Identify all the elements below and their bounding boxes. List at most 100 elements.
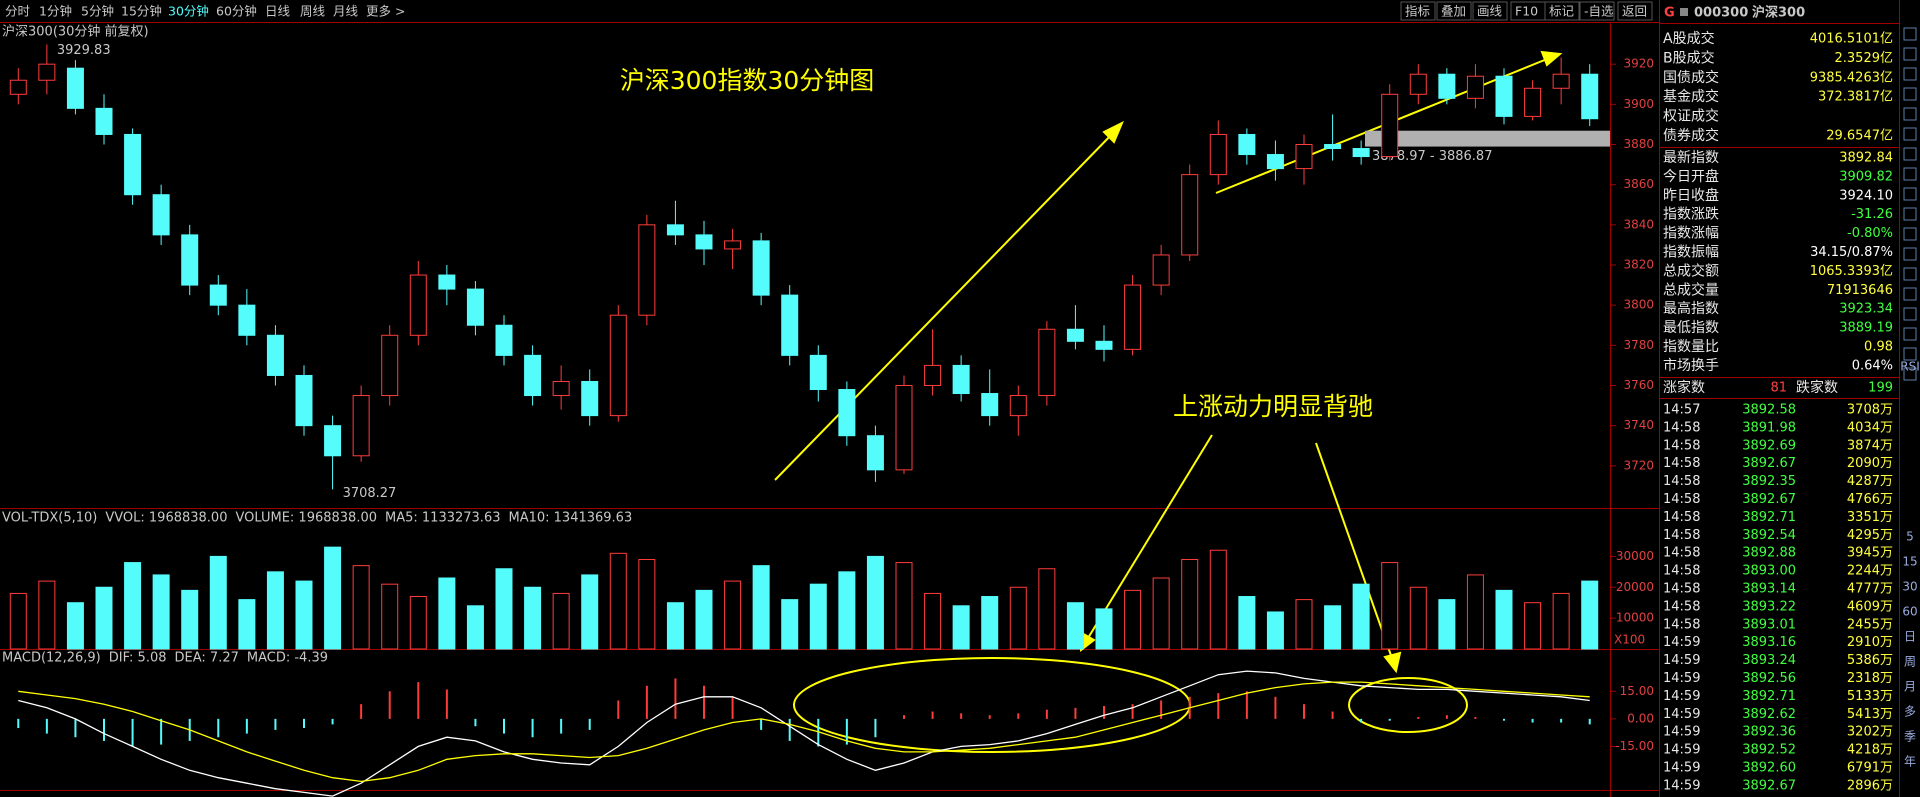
volume-bar bbox=[1038, 568, 1056, 650]
volume-bar bbox=[1552, 592, 1570, 650]
timeframe-tab[interactable]: 30分钟 bbox=[168, 4, 209, 19]
tool-icon[interactable] bbox=[1903, 27, 1917, 41]
timeframe-tab[interactable]: 分时 bbox=[5, 4, 31, 19]
period-button[interactable]: 30 bbox=[1902, 580, 1917, 594]
candle-body bbox=[838, 389, 856, 437]
tick-time: 14:59 bbox=[1663, 671, 1700, 686]
stock-code: 000300 bbox=[1694, 6, 1748, 21]
tool-icon[interactable] bbox=[1903, 247, 1917, 261]
stat-label: A股成交 bbox=[1663, 30, 1715, 47]
timeframe-tab[interactable]: 更多 > bbox=[366, 4, 405, 19]
period-button[interactable]: 5 bbox=[1906, 530, 1914, 544]
y-tick-label: 20000 bbox=[1616, 580, 1654, 594]
timeframe-tab[interactable]: 1分钟 bbox=[39, 4, 72, 19]
tool-icon[interactable] bbox=[1903, 327, 1917, 341]
tool-icon[interactable] bbox=[1903, 287, 1917, 301]
volume-bar bbox=[781, 599, 799, 650]
volume-bar bbox=[895, 562, 913, 650]
candle-body bbox=[695, 234, 713, 250]
tool-icon[interactable] bbox=[1903, 347, 1917, 361]
tool-icon[interactable] bbox=[1903, 167, 1917, 181]
toolbar-button[interactable]: 叠加 bbox=[1441, 4, 1466, 19]
tool-icon[interactable] bbox=[1903, 187, 1917, 201]
tick-time: 14:59 bbox=[1663, 707, 1700, 722]
stat-value: 0.64% bbox=[1852, 358, 1893, 373]
period-button[interactable]: 日 bbox=[1904, 630, 1916, 644]
period-button[interactable]: 季 bbox=[1904, 730, 1916, 744]
candle-body bbox=[1381, 93, 1399, 158]
volume-bar bbox=[924, 592, 942, 650]
timeframe-tab[interactable]: 15分钟 bbox=[121, 4, 162, 19]
tick-volume: 3708万 bbox=[1847, 403, 1893, 418]
stat-value: 0.98 bbox=[1864, 340, 1893, 355]
candle-body bbox=[1524, 87, 1542, 117]
candle-body bbox=[524, 354, 542, 397]
tick-price: 3892.69 bbox=[1742, 438, 1796, 453]
toolbar-button[interactable]: 标记 bbox=[1549, 4, 1575, 19]
volume-bar bbox=[666, 602, 684, 650]
volume-bar bbox=[866, 555, 884, 650]
tick-time: 14:58 bbox=[1663, 528, 1700, 543]
toolbar-button[interactable]: F10 bbox=[1515, 4, 1538, 19]
candle-body bbox=[895, 384, 913, 471]
period-button[interactable]: RSI bbox=[1900, 360, 1920, 374]
volume-bar bbox=[124, 562, 142, 650]
tool-icon[interactable] bbox=[1903, 147, 1917, 161]
timeframe-tab[interactable]: 月线 bbox=[333, 4, 359, 19]
period-button[interactable]: 15 bbox=[1902, 555, 1917, 569]
stat-label: 总成交量 bbox=[1663, 281, 1719, 298]
period-button[interactable]: 月 bbox=[1904, 680, 1916, 694]
candle-body bbox=[1466, 75, 1484, 99]
y-tick-label: 10000 bbox=[1616, 611, 1654, 625]
macd-line bbox=[18, 670, 1590, 797]
tick-time: 14:59 bbox=[1663, 635, 1700, 650]
timeframe-tab[interactable]: 日线 bbox=[265, 4, 291, 19]
period-button[interactable]: 多 bbox=[1904, 705, 1916, 719]
candle-body bbox=[1238, 133, 1256, 156]
tool-icon[interactable] bbox=[1903, 127, 1917, 141]
timeframe-tab[interactable]: 周线 bbox=[300, 4, 326, 19]
tool-icon[interactable] bbox=[1903, 47, 1917, 61]
stat-label: 基金成交 bbox=[1663, 88, 1719, 105]
tick-price: 3893.24 bbox=[1742, 653, 1796, 668]
timeframe-tab[interactable]: 60分钟 bbox=[216, 4, 257, 19]
toolbar-button[interactable]: 画线 bbox=[1477, 4, 1503, 19]
stat-label: 最低指数 bbox=[1663, 320, 1719, 336]
period-button[interactable]: 60 bbox=[1902, 605, 1917, 619]
timeframe-tab[interactable]: 5分钟 bbox=[81, 4, 114, 19]
toolbar-button[interactable]: 返回 bbox=[1622, 4, 1647, 19]
price-zone bbox=[1365, 130, 1610, 147]
tool-icon[interactable] bbox=[1903, 87, 1917, 101]
tool-icon[interactable] bbox=[1903, 267, 1917, 281]
toolbar-button[interactable]: -自选 bbox=[1584, 4, 1614, 19]
volume-bar bbox=[1238, 596, 1256, 650]
toolbar-button[interactable]: 指标 bbox=[1405, 4, 1430, 19]
tool-icon[interactable] bbox=[1903, 227, 1917, 241]
price-zone-label: 3878.97 - 3886.87 bbox=[1372, 149, 1492, 164]
candle-body bbox=[638, 224, 656, 316]
y-tick-label: 3740 bbox=[1623, 418, 1654, 432]
candle-body bbox=[724, 240, 742, 250]
volume-bar bbox=[1495, 589, 1513, 650]
volume-bar bbox=[724, 580, 742, 650]
tool-icon[interactable] bbox=[1903, 67, 1917, 81]
period-button[interactable]: 周 bbox=[1904, 655, 1916, 669]
y-tick-label: -15.00 bbox=[1615, 739, 1654, 753]
y-tick-label: 3840 bbox=[1623, 217, 1654, 231]
period-button[interactable]: 年 bbox=[1904, 755, 1916, 769]
y-tick-label: 3820 bbox=[1623, 258, 1654, 272]
tick-volume: 3874万 bbox=[1847, 438, 1893, 453]
candle-body bbox=[181, 234, 199, 286]
tick-price: 3893.14 bbox=[1742, 582, 1796, 597]
volume-bar bbox=[1124, 589, 1142, 650]
volume-bar bbox=[638, 558, 656, 650]
volume-bar bbox=[838, 571, 856, 650]
tool-icon[interactable] bbox=[1903, 107, 1917, 121]
tool-icon[interactable] bbox=[1903, 367, 1917, 381]
tick-volume: 5413万 bbox=[1847, 707, 1893, 722]
stat-value: -0.80% bbox=[1847, 226, 1893, 241]
tool-icon[interactable] bbox=[1903, 207, 1917, 221]
tool-icon[interactable] bbox=[1903, 307, 1917, 321]
volume-bar bbox=[1209, 549, 1227, 650]
